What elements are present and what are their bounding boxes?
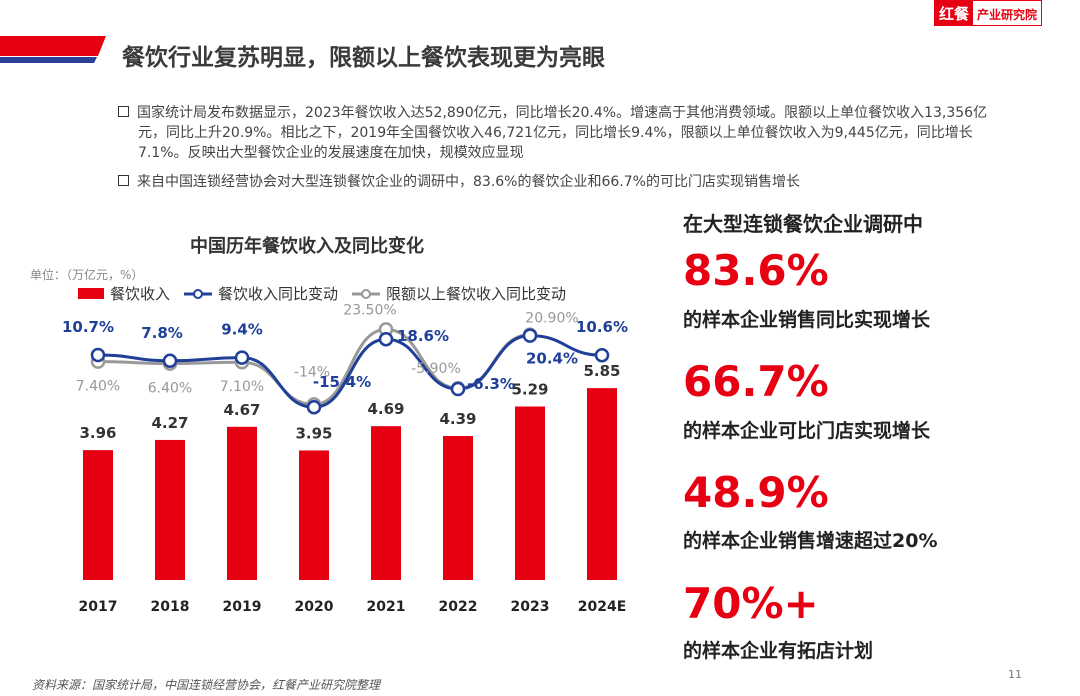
bar-value-label: 3.96 xyxy=(79,424,116,442)
blue-value-label: 7.8% xyxy=(141,324,183,342)
stat-value: 70%+ xyxy=(683,579,819,628)
bar-value-label: 5.85 xyxy=(583,362,620,380)
x-tick-label: 2017 xyxy=(79,599,118,615)
stat-value: 48.9% xyxy=(683,468,829,517)
blue-value-label: -15.4% xyxy=(313,373,371,391)
legend-label: 限额以上餐饮收入同比变动 xyxy=(386,285,567,303)
chart-title: 中国历年餐饮收入及同比变化 xyxy=(190,236,424,257)
blue-series-point xyxy=(450,381,466,397)
blue-series-point xyxy=(522,328,538,343)
blue-series-point xyxy=(306,399,322,415)
blue-series-line xyxy=(97,334,603,409)
chart-unit: 单位：（万亿元，%） xyxy=(30,268,144,282)
x-tick-label: 2023 xyxy=(511,599,550,615)
bar xyxy=(371,426,401,580)
bar-value-label: 4.69 xyxy=(367,400,404,418)
legend-line-blue-icon xyxy=(184,288,213,299)
stat-text: 的样本企业销售同比实现增长 xyxy=(683,309,931,331)
legend-bar-swatch xyxy=(78,288,104,299)
legend-label: 餐饮收入 xyxy=(110,285,171,303)
gray-value-label: -5.90% xyxy=(411,361,461,377)
x-tick-label: 2024E xyxy=(578,599,627,615)
stat-text: 的样本企业可比门店实现增长 xyxy=(683,420,931,442)
blue-value-label: 18.6% xyxy=(397,327,449,345)
stat-text: 的样本企业销售增速超过20% xyxy=(683,530,938,552)
stat-value: 66.7% xyxy=(683,357,829,406)
bar xyxy=(227,426,257,580)
gray-value-label: 6.40% xyxy=(148,381,192,397)
bullet-2: 来自中国连锁经营协会对大型连锁餐饮企业的调研中，83.6%的餐饮企业和66.7%… xyxy=(118,172,988,192)
x-tick-label: 2021 xyxy=(367,599,406,615)
bar-value-label: 3.95 xyxy=(295,424,332,442)
blue-value-label: 10.6% xyxy=(576,318,628,336)
logo: 红餐 产业研究院 xyxy=(933,0,1042,26)
blue-series-point xyxy=(378,331,394,347)
header-stripe xyxy=(0,36,106,63)
blue-value-label: -6.3% xyxy=(467,375,515,393)
gray-value-label: 23.50% xyxy=(343,302,396,318)
x-tick-label: 2018 xyxy=(151,599,190,615)
checkbox-square-icon xyxy=(118,106,129,117)
blue-series-point xyxy=(594,347,610,363)
x-tick-label: 2019 xyxy=(223,599,262,615)
stat-text: 的样本企业有拓店计划 xyxy=(683,640,874,662)
page-number: 11 xyxy=(1008,668,1022,681)
logo-mark: 红餐 xyxy=(934,1,973,25)
logo-text: 产业研究院 xyxy=(976,8,1037,22)
bar xyxy=(587,388,617,580)
bullet-text: 来自中国连锁经营协会对大型连锁餐饮企业的调研中，83.6%的餐饮企业和66.7%… xyxy=(137,174,800,190)
blue-series-point xyxy=(162,353,178,369)
right-heading: 在大型连锁餐饮企业调研中 xyxy=(683,212,923,236)
blue-value-label: 9.4% xyxy=(221,321,263,339)
bullet-text: 国家统计局发布数据显示，2023年餐饮收入达52,890亿元，同比增长20.4%… xyxy=(137,105,988,161)
bar-value-label: 4.67 xyxy=(223,401,260,419)
legend-label: 餐饮收入同比变动 xyxy=(218,285,339,303)
page-title: 餐饮行业复苏明显，限额以上餐饮表现更为亮眼 xyxy=(122,45,605,71)
blue-series-point xyxy=(234,350,250,365)
x-tick-label: 2020 xyxy=(295,599,334,615)
blue-series-point xyxy=(90,347,106,363)
checkbox-square-icon xyxy=(118,175,129,186)
x-tick-label: 2022 xyxy=(439,599,478,615)
bar xyxy=(515,406,545,580)
gray-value-label: 20.90% xyxy=(525,311,578,327)
chart: 3.96 4.27 4.67 3.95 4.69 4.39 5.29 5.85 2017 2018… xyxy=(62,302,628,615)
bar-value-label: 4.27 xyxy=(151,414,188,432)
gray-value-label: -14% xyxy=(294,364,330,380)
bar xyxy=(83,450,113,580)
bar xyxy=(443,436,473,580)
chart-legend: 餐饮收入 餐饮收入同比变动 限额以上餐饮收入同比变动 xyxy=(78,283,566,304)
source-note: 资料来源：国家统计局，中国连锁经营协会，红餐产业研究院整理 xyxy=(32,678,381,692)
gray-value-label: 7.10% xyxy=(220,379,264,395)
bar xyxy=(299,450,329,580)
bar-value-label: 4.39 xyxy=(439,410,476,428)
blue-value-label: 20.4% xyxy=(526,350,578,368)
bar xyxy=(155,439,185,580)
bar-value-label: 5.29 xyxy=(511,380,548,398)
bullet-1: 国家统计局发布数据显示，2023年餐饮收入达52,890亿元，同比增长20.4%… xyxy=(118,103,988,163)
stat-value: 83.6% xyxy=(683,246,829,295)
legend-line-gray-icon xyxy=(352,288,381,299)
blue-value-label: 10.7% xyxy=(62,318,114,336)
gray-value-label: 7.40% xyxy=(76,379,120,395)
